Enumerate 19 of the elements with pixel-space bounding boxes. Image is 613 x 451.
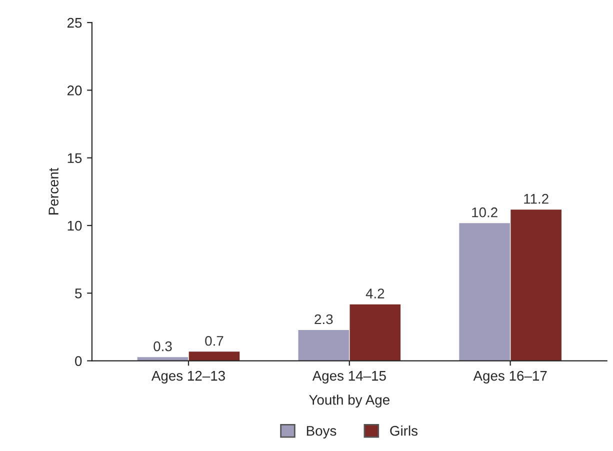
data-label: 4.2 [366, 288, 384, 298]
data-label: 10.2 [472, 207, 498, 218]
x-axis-title: Youth by Age [309, 394, 390, 408]
legend-label: Girls [390, 426, 418, 436]
y-tick-label: 5 [75, 288, 82, 298]
y-tick-label: 15 [68, 153, 82, 164]
legend-label: Boys [306, 426, 336, 438]
y-axis-title: Percent [48, 168, 58, 214]
data-label: 0.7 [205, 336, 224, 346]
x-tick-label: Ages 12–13 [151, 370, 225, 384]
y-tick-label: 25 [67, 18, 82, 28]
data-label: 0.3 [154, 341, 172, 352]
x-tick-label: Ages 16–17 [473, 370, 547, 384]
y-tick-label: 0 [75, 356, 82, 366]
x-tick-label: Ages 14–15 [312, 371, 386, 384]
data-label: 11.2 [524, 194, 548, 204]
data-label: 2.3 [314, 314, 333, 324]
y-tick-label: 20 [67, 86, 82, 96]
y-tick-label: 10 [68, 220, 82, 231]
